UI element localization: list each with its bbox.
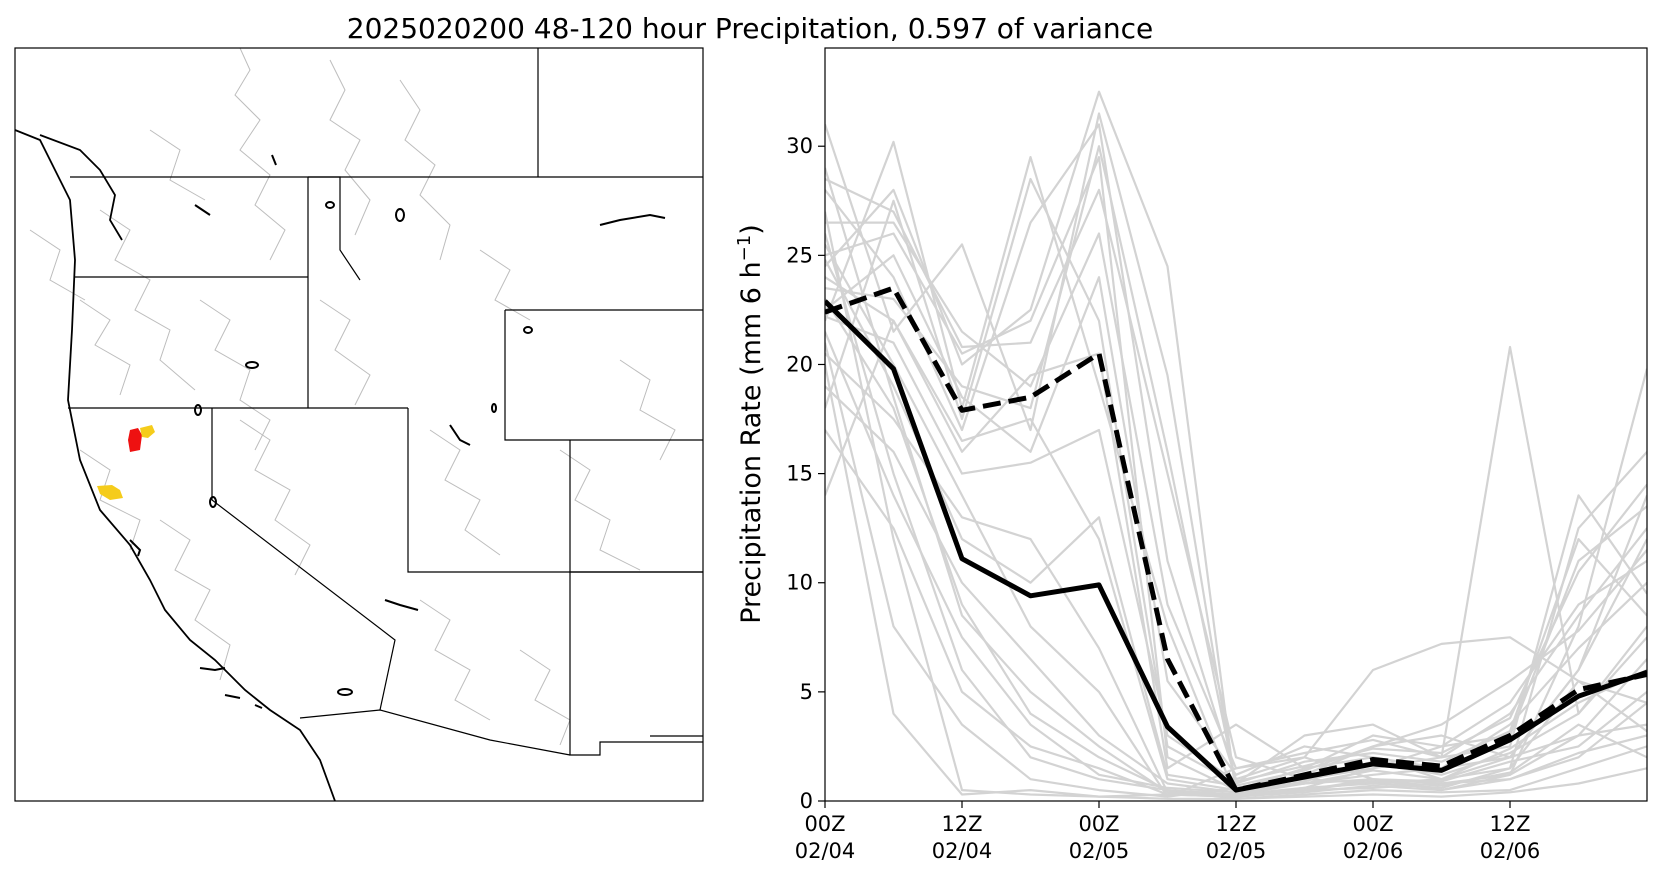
coastline <box>15 129 336 801</box>
ensemble-member-line-15 <box>825 254 1647 776</box>
reference-line <box>825 285 1647 793</box>
x-axis: 00Z 02/04 12Z 02/04 00Z 02/05 12Z 02/05 00Z 02/06… <box>795 801 1541 863</box>
western-us-basin-map <box>14 47 704 802</box>
highlight-basin-red <box>128 428 142 452</box>
y-tick-label: 5 <box>800 680 813 704</box>
x-tick-label-date: 02/06 <box>1480 839 1541 863</box>
chart-title: 2025020200 48-120 hour Precipitation, 0.… <box>347 12 1153 45</box>
ensemble-member-line-11 <box>825 211 1647 800</box>
y-tick-label: 0 <box>800 789 813 813</box>
ensemble-member-lines <box>825 90 1647 800</box>
ensemble-member-line-4 <box>825 123 1647 781</box>
x-tick-label-date: 02/05 <box>1206 839 1267 863</box>
ensemble-member-line-25 <box>825 167 1647 798</box>
y-tick-label: 20 <box>786 352 813 376</box>
ensemble-member-line-22 <box>825 221 1647 770</box>
highlight-basin-yellow-1 <box>140 425 155 438</box>
x-tick-label-time: 00Z <box>804 812 845 836</box>
lakes <box>129 154 666 709</box>
y-tick-label: 10 <box>786 571 813 595</box>
x-tick-label-date: 02/04 <box>932 839 993 863</box>
main-series-lines <box>825 285 1647 793</box>
ensemble-member-line-17 <box>825 352 1647 796</box>
x-tick-label-time: 00Z <box>1352 812 1393 836</box>
map-frame <box>14 47 704 802</box>
ensemble-mean-line <box>825 299 1647 793</box>
x-tick-label-time: 00Z <box>1078 812 1119 836</box>
precipitation-chart: 0 5 10 15 20 25 30 00Z 02/04 12Z 02/04 00Z 02/05 12Z… <box>734 47 1648 863</box>
x-tick-label-date: 02/05 <box>1069 839 1130 863</box>
y-tick-label: 15 <box>786 462 813 486</box>
y-axis-label: Precipitation Rate (mm 6 h−1) <box>734 224 767 624</box>
x-tick-label-time: 12Z <box>941 812 982 836</box>
basin-boundaries <box>29 48 676 746</box>
x-tick-label-date: 02/04 <box>795 839 856 863</box>
x-tick-label-date: 02/06 <box>1343 839 1404 863</box>
highlight-basin-yellow-2 <box>97 485 123 500</box>
y-tick-label: 25 <box>786 243 813 267</box>
ensemble-member-line-24 <box>825 315 1647 783</box>
x-tick-label-time: 12Z <box>1489 812 1530 836</box>
y-axis: 0 5 10 15 20 25 30 <box>786 134 825 813</box>
x-tick-label-time: 12Z <box>1215 812 1256 836</box>
y-tick-label: 30 <box>786 134 813 158</box>
ensemble-member-line-20 <box>825 145 1647 785</box>
state-boundaries <box>68 48 703 756</box>
